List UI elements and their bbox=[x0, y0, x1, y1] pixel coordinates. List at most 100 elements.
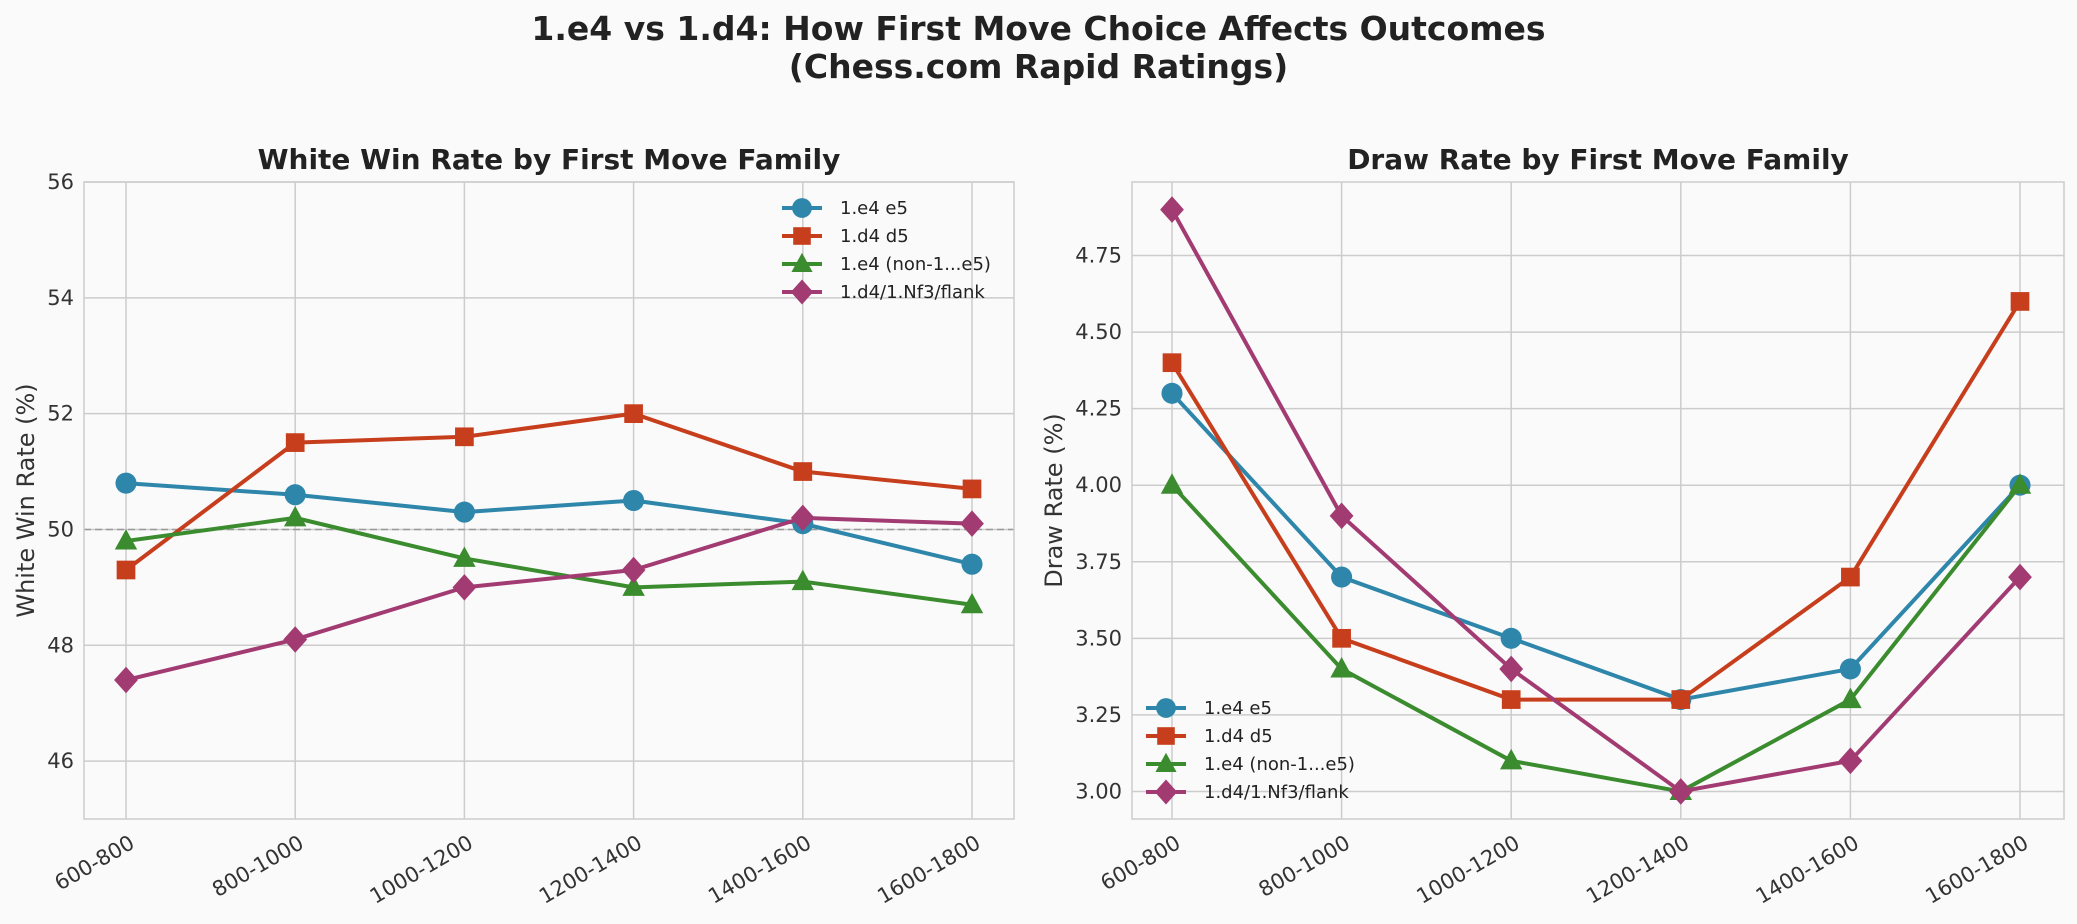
data-point bbox=[790, 504, 815, 532]
legend-label: 1.e4 e5 bbox=[1204, 698, 1272, 719]
series-3 bbox=[1160, 473, 2032, 800]
x-tick-label: 1000-1200 bbox=[366, 831, 477, 909]
x-tick-label: 800-1000 bbox=[208, 831, 308, 902]
y-tick-label: 56 bbox=[47, 170, 74, 194]
data-point bbox=[791, 569, 815, 591]
y-tick-label: 46 bbox=[47, 749, 74, 773]
x-tick-label: 600-800 bbox=[1097, 831, 1185, 896]
plot-area bbox=[1132, 182, 2064, 819]
series-line bbox=[1170, 300, 2022, 702]
x-tick-label: 1400-1600 bbox=[704, 831, 815, 909]
series-line bbox=[125, 515, 973, 607]
series-line bbox=[1170, 483, 2022, 794]
data-point bbox=[622, 575, 645, 596]
plot-frame bbox=[1131, 181, 2065, 820]
data-point bbox=[116, 560, 136, 580]
data-point bbox=[1839, 658, 1861, 680]
series-2 bbox=[1162, 292, 2030, 709]
legend-label: 1.d4/1.Nf3/flank bbox=[1204, 782, 1349, 803]
data-point bbox=[1329, 502, 1354, 530]
data-point bbox=[114, 666, 138, 694]
data-point bbox=[455, 427, 474, 447]
legend-marker bbox=[1156, 698, 1176, 718]
series-2 bbox=[116, 404, 982, 580]
y-tick-label: 48 bbox=[47, 633, 74, 657]
data-point bbox=[283, 505, 307, 527]
legend-label: 1.e4 (non-1...e5) bbox=[1204, 754, 1355, 775]
y-tick-label: 3.75 bbox=[1075, 550, 1122, 574]
legend-marker bbox=[1154, 779, 1178, 805]
series-line bbox=[125, 481, 973, 567]
data-point bbox=[1501, 690, 1521, 709]
series-4 bbox=[114, 504, 984, 694]
data-point bbox=[960, 592, 984, 614]
data-point bbox=[284, 484, 306, 506]
y-tick-label: 4.00 bbox=[1075, 473, 1122, 497]
data-point bbox=[453, 546, 476, 567]
data-point bbox=[1839, 687, 1862, 709]
y-tick-label: 54 bbox=[47, 286, 74, 310]
data-point bbox=[2010, 292, 2030, 311]
chart-title: Draw Rate by First Move Family bbox=[1347, 143, 1849, 176]
series-1 bbox=[1161, 382, 2031, 711]
figure-title-line2: (Chess.com Rapid Ratings) bbox=[788, 47, 1289, 86]
series-line bbox=[124, 411, 973, 572]
data-point bbox=[1332, 628, 1351, 648]
data-point bbox=[285, 433, 305, 452]
data-point bbox=[1500, 627, 1522, 649]
x-tick-label: 1200-1400 bbox=[535, 831, 646, 909]
legend: 1.e4 e5 1.d4 d5 1.e4 (non-1...e5) 1.d4/1.Nf… bbox=[782, 198, 991, 305]
data-point bbox=[1162, 353, 1182, 373]
y-axis-label: White Win Rate (%) bbox=[12, 383, 40, 617]
data-point bbox=[1331, 566, 1353, 588]
data-point bbox=[283, 626, 308, 653]
series-line bbox=[1170, 391, 2022, 702]
legend-marker bbox=[1155, 752, 1177, 772]
data-point bbox=[2008, 473, 2032, 494]
y-tick-label: 4.75 bbox=[1075, 244, 1122, 268]
x-tick-label: 1200-1400 bbox=[1582, 831, 1693, 909]
data-point bbox=[1668, 778, 1693, 805]
data-point bbox=[1161, 382, 1183, 404]
data-point bbox=[1838, 747, 1863, 775]
y-axis-label: Draw Rate (%) bbox=[1040, 413, 1068, 588]
x-tick-label: 1600-1800 bbox=[873, 831, 984, 909]
data-point bbox=[1160, 473, 1184, 494]
data-point bbox=[962, 479, 982, 499]
plot-area bbox=[84, 182, 1014, 819]
data-point bbox=[1499, 655, 1524, 683]
data-point bbox=[621, 556, 646, 584]
x-tick-label: 600-800 bbox=[51, 831, 139, 896]
y-tick-label: 52 bbox=[47, 402, 74, 426]
data-point bbox=[793, 462, 813, 481]
x-tick-label: 1400-1600 bbox=[1752, 831, 1863, 909]
legend-label: 1.e4 (non-1...e5) bbox=[840, 254, 991, 275]
data-point bbox=[961, 553, 983, 575]
data-point bbox=[453, 501, 475, 523]
chart-panel-2: Draw Rate by First Move Family 3.00 3.25 3.… bbox=[1040, 143, 2065, 909]
x-tick-label: 800-1000 bbox=[1255, 831, 1355, 902]
data-point bbox=[1499, 748, 1523, 770]
figure-title-line1: 1.e4 vs 1.d4: How First Move Choice Affe… bbox=[531, 9, 1546, 48]
chart-panel-1: White Win Rate by First Move Family 46 48 5… bbox=[12, 143, 1015, 909]
plot-frame bbox=[83, 181, 1015, 820]
series-4 bbox=[1160, 196, 2032, 805]
y-tick-label: 3.50 bbox=[1075, 626, 1122, 650]
y-tick-label: 3.00 bbox=[1075, 779, 1122, 803]
legend-label: 1.e4 e5 bbox=[840, 198, 908, 219]
data-point bbox=[1671, 690, 1691, 709]
legend-marker bbox=[790, 279, 814, 305]
data-point bbox=[115, 472, 137, 494]
legend-marker bbox=[1157, 727, 1175, 745]
data-point bbox=[1160, 196, 1184, 223]
series-3 bbox=[114, 505, 984, 614]
data-point bbox=[452, 574, 477, 601]
data-point bbox=[624, 404, 643, 423]
x-tick-label: 1600-1800 bbox=[1921, 831, 2032, 909]
series-line bbox=[1170, 208, 2022, 794]
data-point bbox=[960, 510, 984, 537]
legend-marker bbox=[792, 198, 812, 218]
data-point bbox=[114, 529, 138, 550]
